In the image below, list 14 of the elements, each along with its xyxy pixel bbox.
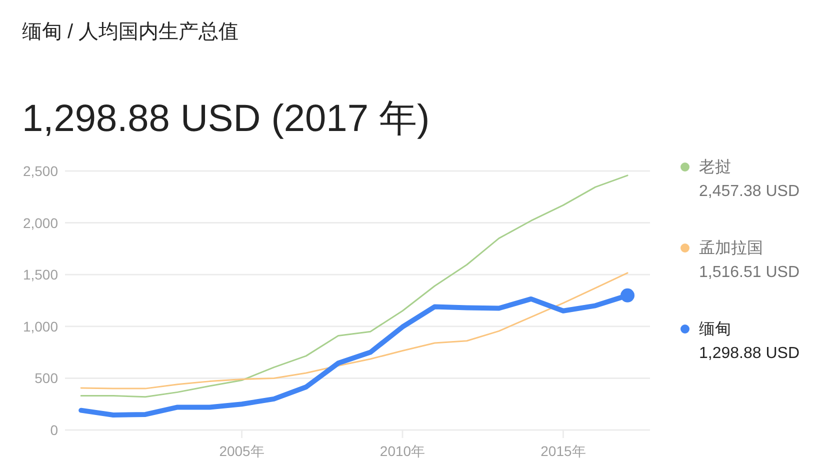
x-tick-label: 2015年: [540, 443, 586, 459]
legend-label: 孟加拉国: [699, 239, 763, 257]
y-tick-label: 500: [34, 370, 58, 386]
y-tick-label: 0: [50, 422, 58, 438]
chart-title: 缅甸 / 人均国内生产总值: [22, 21, 239, 43]
x-tick-label: 2005年: [219, 443, 264, 459]
x-tick-label: 2010年: [380, 443, 426, 459]
y-tick-label: 1,000: [22, 318, 58, 334]
legend-label: 老挝: [699, 158, 731, 176]
y-tick-label: 2,000: [22, 214, 58, 231]
y-tick-label: 2,500: [22, 163, 58, 179]
chart-subtitle: 1,298.88 USD (2017 年): [22, 98, 430, 140]
legend-label: 缅甸: [699, 321, 731, 338]
y-tick-label: 1,500: [22, 266, 58, 283]
